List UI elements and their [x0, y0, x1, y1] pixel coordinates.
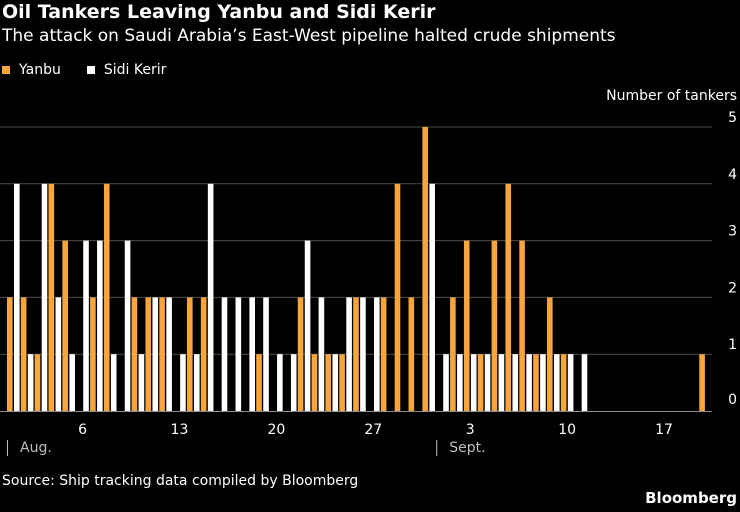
bar-yanbu	[505, 183, 512, 411]
bar-sidi-kerir	[138, 354, 145, 411]
y-tick-label: 2	[728, 280, 737, 296]
y-tick-label: 4	[728, 167, 737, 183]
bloomberg-logo: Bloomberg	[645, 489, 737, 507]
legend-swatch-sidi-kerir	[86, 66, 95, 74]
bar-yanbu	[560, 354, 567, 411]
bar-sidi-kerir	[207, 183, 214, 411]
legend: Yanbu Sidi Kerir	[2, 62, 192, 78]
bar-sidi-kerir	[55, 297, 62, 411]
legend-item-yanbu: Yanbu	[2, 62, 61, 78]
bar-yanbu	[519, 240, 525, 411]
bar-sidi-kerir	[332, 354, 339, 411]
bar-yanbu	[408, 297, 415, 411]
bar-sidi-kerir	[484, 354, 491, 411]
bar-sidi-kerir	[41, 183, 48, 411]
bar-yanbu	[380, 297, 387, 411]
bar-sidi-kerir	[249, 297, 255, 411]
bar-yanbu	[256, 354, 262, 411]
bar-sidi-kerir	[97, 240, 103, 411]
bar-sidi-kerir	[318, 297, 325, 411]
bar-sidi-kerir	[152, 297, 159, 411]
source-note: Source: Ship tracking data compiled by B…	[2, 473, 359, 489]
bar-sidi-kerir	[346, 297, 352, 411]
bar-yanbu	[339, 354, 345, 411]
x-tick-label: 27	[364, 422, 382, 438]
x-tick-label: 3	[466, 422, 475, 438]
bar-sidi-kerir	[110, 354, 117, 411]
x-tick-label: 17	[655, 422, 673, 438]
bar-yanbu	[325, 354, 332, 411]
chart-subtitle: The attack on Saudi Arabia’s East-West p…	[2, 26, 616, 46]
legend-label-sidi-kerir: Sidi Kerir	[103, 62, 167, 78]
bar-sidi-kerir	[14, 183, 20, 411]
x-tick-label: 6	[78, 422, 87, 438]
bar-yanbu	[450, 297, 456, 411]
legend-item-sidi-kerir: Sidi Kerir	[86, 62, 167, 78]
bar-yanbu	[422, 127, 428, 411]
y-tick-label: 0	[728, 392, 737, 408]
x-tick-label: 10	[558, 422, 576, 438]
bar-sidi-kerir	[166, 297, 172, 411]
bar-yanbu	[311, 354, 318, 411]
bar-sidi-kerir	[263, 297, 269, 411]
bar-sidi-kerir	[221, 297, 228, 411]
bar-yanbu	[200, 297, 207, 411]
bar-sidi-kerir	[498, 354, 505, 411]
bar-yanbu	[131, 297, 138, 411]
bar-sidi-kerir	[124, 240, 131, 411]
bar-sidi-kerir	[304, 240, 311, 411]
bar-yanbu	[699, 354, 705, 411]
bar-yanbu	[90, 297, 96, 411]
bar-sidi-kerir	[470, 354, 477, 411]
x-tick-label: 20	[267, 422, 285, 438]
bar-yanbu	[48, 183, 55, 411]
bar-sidi-kerir	[512, 354, 519, 411]
bar-sidi-kerir	[540, 354, 546, 411]
bar-sidi-kerir	[581, 354, 588, 411]
y-tick-label: 5	[728, 110, 737, 126]
month-label: Aug.	[20, 440, 52, 456]
bar-sidi-kerir	[27, 354, 34, 411]
bar-sidi-kerir	[526, 354, 532, 411]
bar-yanbu	[491, 240, 498, 411]
legend-swatch-yanbu	[2, 66, 10, 74]
bar-sidi-kerir	[290, 354, 297, 411]
month-label: Sept.	[449, 440, 485, 456]
bar-sidi-kerir	[429, 183, 435, 411]
bar-yanbu	[353, 297, 359, 411]
bar-yanbu	[394, 183, 401, 411]
bar-sidi-kerir	[69, 354, 75, 411]
bar-sidi-kerir	[457, 354, 463, 411]
bar-yanbu	[546, 297, 553, 411]
x-tick-label: 13	[171, 422, 189, 438]
bar-yanbu	[20, 297, 27, 411]
chart-title: Oil Tankers Leaving Yanbu and Sidi Kerir	[2, 1, 436, 23]
bar-sidi-kerir	[553, 354, 560, 411]
bar-yanbu	[62, 240, 68, 411]
bar-yanbu	[34, 354, 41, 411]
y-tick-label: 1	[728, 337, 737, 353]
bar-yanbu	[145, 297, 152, 411]
bar-yanbu	[7, 297, 13, 411]
bar-yanbu	[463, 240, 470, 411]
y-axis-label: Number of tankers	[606, 88, 737, 104]
bar-sidi-kerir	[180, 354, 186, 411]
bar-yanbu	[159, 297, 165, 411]
bar-yanbu	[103, 183, 110, 411]
legend-label-yanbu: Yanbu	[19, 62, 61, 78]
bar-sidi-kerir	[193, 354, 200, 411]
bar-yanbu	[477, 354, 484, 411]
bar-sidi-kerir	[360, 297, 366, 411]
y-tick-label: 3	[728, 224, 737, 240]
bar-sidi-kerir	[443, 354, 449, 411]
bar-yanbu	[186, 297, 193, 411]
bar-sidi-kerir	[277, 354, 283, 411]
bar-yanbu	[297, 297, 304, 411]
bar-yanbu	[533, 354, 539, 411]
bar-sidi-kerir	[235, 297, 242, 411]
bar-sidi-kerir	[83, 240, 89, 411]
bar-sidi-kerir	[373, 297, 380, 411]
bar-sidi-kerir	[567, 354, 574, 411]
